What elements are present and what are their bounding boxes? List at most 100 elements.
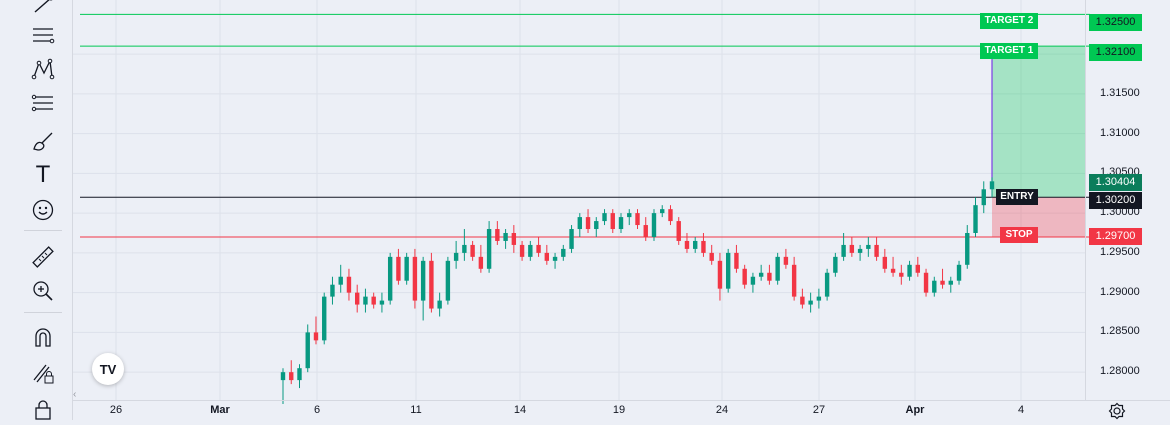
candle-body: [693, 240, 698, 249]
toolbar-divider: [24, 230, 62, 231]
ruler-icon[interactable]: [28, 242, 58, 272]
entry-price-tag: 1.30200: [1089, 192, 1142, 209]
candle-body: [544, 252, 550, 261]
current-price-tag: 1.30404: [1089, 174, 1142, 191]
candle-body: [824, 272, 830, 297]
candle-body: [668, 209, 673, 222]
fib-retracement-icon[interactable]: [28, 88, 58, 118]
candle-body: [965, 233, 970, 265]
candle-body: [841, 244, 846, 257]
candle-body: [915, 264, 921, 273]
magnet-icon[interactable]: [28, 323, 58, 353]
logo-text: TV: [99, 361, 117, 377]
candle-body: [783, 256, 789, 265]
candle-body: [849, 244, 855, 253]
candle-body: [437, 300, 442, 309]
candle-body: [495, 229, 500, 241]
price-tick-label: 1.31500: [1100, 86, 1140, 99]
candle-body: [585, 217, 591, 230]
price-tick-label: 1.28500: [1100, 325, 1140, 338]
candle-body: [552, 256, 558, 261]
candle-body: [330, 284, 335, 297]
stop-label[interactable]: STOP: [1000, 227, 1038, 243]
brush-icon[interactable]: [28, 126, 58, 156]
candle-body: [684, 240, 690, 249]
candle-body: [717, 260, 723, 289]
candle-body: [511, 233, 517, 245]
scroll-left-icon[interactable]: ‹: [73, 389, 77, 400]
candle-body: [808, 300, 813, 305]
candle-body: [725, 252, 731, 289]
candle-body: [709, 252, 714, 261]
candle-body: [651, 213, 657, 237]
candle-body: [791, 264, 797, 297]
target1-price-tag: 1.32100: [1089, 44, 1142, 61]
trend-line-icon[interactable]: [28, 0, 58, 20]
price-tick-label: 1.31000: [1100, 126, 1140, 139]
candle-body: [297, 368, 302, 381]
lock-icon[interactable]: [28, 395, 58, 425]
candle-body: [857, 248, 863, 253]
candle-body: [478, 256, 484, 269]
entry-label[interactable]: ENTRY: [996, 189, 1038, 205]
time-tick-label: 24: [715, 404, 729, 416]
zoom-in-icon[interactable]: [28, 276, 58, 306]
time-tick-label: 27: [812, 404, 826, 416]
text-tool-icon[interactable]: T: [28, 160, 58, 190]
candle-body: [750, 276, 756, 285]
tradingview-logo[interactable]: TV: [92, 353, 124, 385]
time-tick-label: Apr: [905, 404, 925, 416]
candle-body: [816, 296, 822, 301]
candle-body: [866, 244, 871, 249]
candle-body: [758, 272, 764, 277]
candle-body: [462, 244, 467, 253]
candle-body: [528, 244, 533, 257]
time-tick-label: 6: [313, 404, 321, 416]
chart-grid: [73, 0, 1085, 400]
candle-body: [932, 280, 937, 293]
candlestick-series: [280, 177, 995, 404]
candle-body: [313, 332, 319, 341]
candle-body: [989, 181, 995, 190]
price-tick-label: 1.29500: [1100, 245, 1140, 258]
candle-body: [503, 233, 508, 241]
candle-body: [767, 272, 772, 281]
time-tick-label: 11: [410, 404, 422, 416]
target1-label[interactable]: TARGET 1: [980, 43, 1038, 59]
emoji-icon[interactable]: [28, 195, 58, 225]
candle-body: [882, 256, 888, 269]
candle-body: [354, 292, 360, 305]
time-tick-label: 19: [612, 404, 626, 416]
candle-body: [635, 213, 640, 226]
target2-label[interactable]: TARGET 2: [980, 13, 1038, 29]
lock-drawing-icon[interactable]: [28, 358, 58, 388]
candle-body: [577, 217, 582, 230]
candle-body: [923, 272, 929, 293]
level-lines: [80, 13, 1090, 238]
candle-body: [742, 268, 747, 285]
price-axis[interactable]: [1085, 0, 1170, 400]
candle-body: [569, 229, 574, 249]
target2-price-tag: 1.32500: [1089, 14, 1142, 31]
candle-body: [536, 244, 541, 253]
candle-body: [486, 229, 492, 269]
time-tick-label: Mar: [210, 404, 230, 416]
drawing-toolbar: T: [0, 0, 73, 420]
parallel-lines-icon[interactable]: [28, 20, 58, 50]
stop-price-tag: 1.29700: [1089, 228, 1142, 245]
candle-body: [610, 213, 615, 230]
time-axis[interactable]: [73, 400, 1170, 421]
candle-body: [445, 260, 451, 301]
position-zones: [991, 46, 1085, 237]
candle-body: [973, 205, 978, 234]
profit-zone: [992, 46, 1085, 198]
candle-body: [948, 280, 953, 285]
candle-body: [280, 372, 286, 381]
gear-icon[interactable]: [1108, 402, 1126, 420]
candle-body: [379, 300, 385, 305]
candle-body: [404, 256, 409, 281]
pattern-xabcd-icon[interactable]: [28, 55, 58, 85]
time-tick-label: 26: [109, 404, 123, 416]
candle-body: [305, 332, 310, 369]
